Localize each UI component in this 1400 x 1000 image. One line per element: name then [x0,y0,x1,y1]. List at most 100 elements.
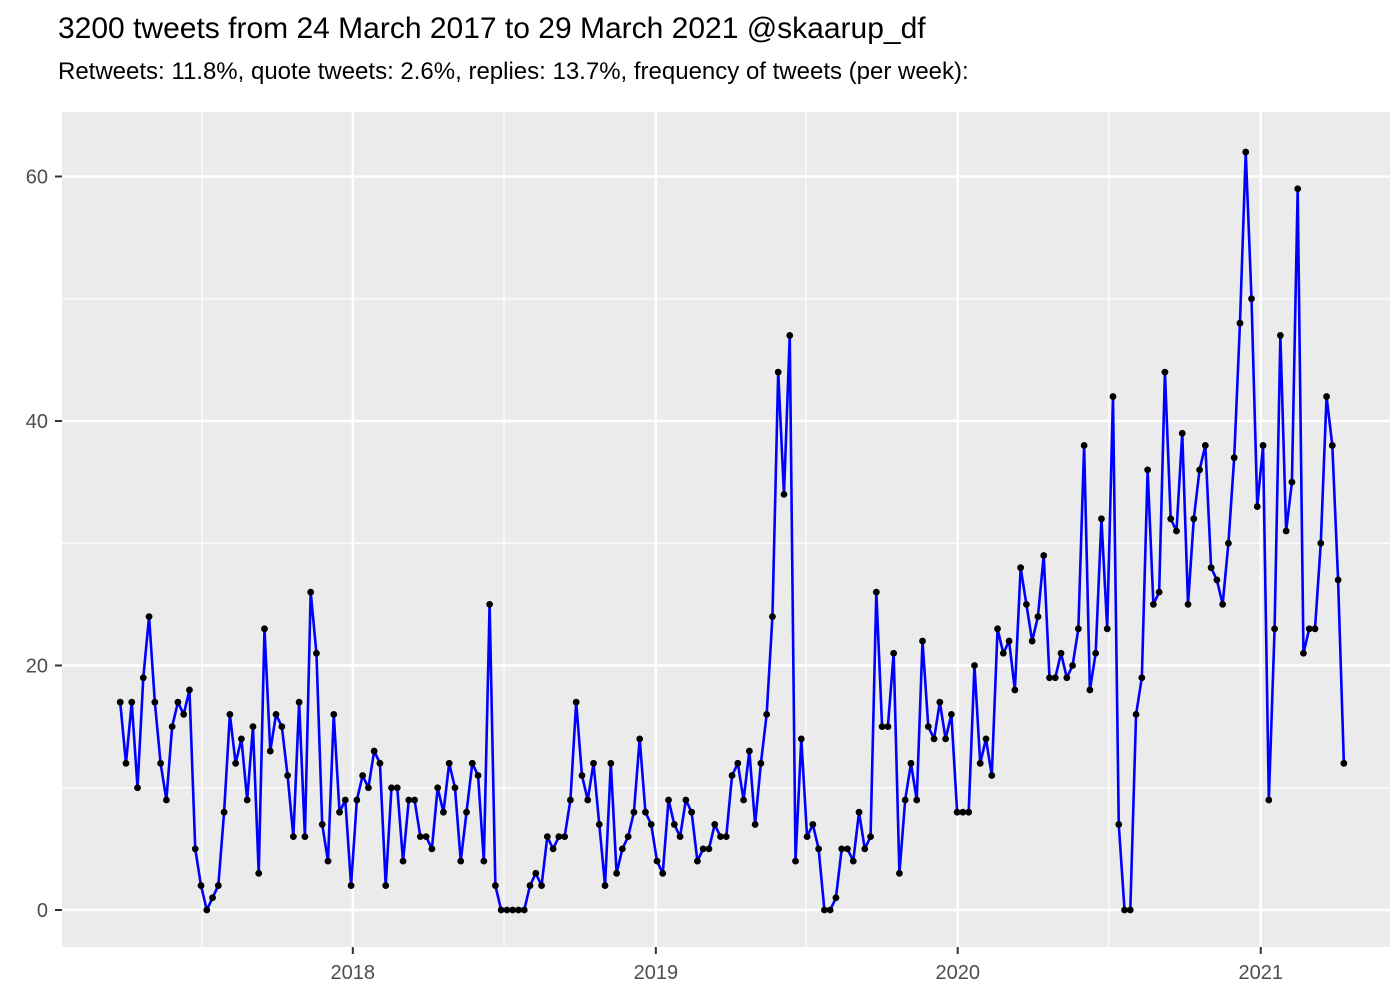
data-point [815,845,823,853]
data-point [451,784,459,792]
data-point [261,625,268,633]
data-point [636,735,644,743]
data-point [1178,429,1186,437]
data-point [272,711,280,718]
data-point [1138,674,1146,682]
data-point [1121,906,1128,914]
data-point [232,759,240,767]
data-point [982,735,990,743]
data-point [266,747,274,755]
data-point [797,735,805,743]
data-point [1225,539,1232,547]
data-point [1207,564,1215,572]
data-point [1259,442,1267,449]
data-point [642,808,649,816]
data-point [740,796,747,804]
data-point [1300,649,1307,657]
data-point [307,588,315,596]
data-point [1069,662,1076,669]
data-point [122,759,130,767]
data-point [249,723,257,731]
data-point [440,808,447,816]
data-point [682,796,690,804]
data-point [1196,466,1203,474]
data-point [1011,686,1019,694]
data-point [520,906,528,914]
data-point [203,906,211,914]
data-point [1323,393,1330,400]
data-point [197,882,205,889]
data-point [255,869,263,877]
data-point [347,882,355,889]
data-point [295,698,303,706]
data-point [780,490,788,498]
data-point [1057,649,1065,657]
data-point [1271,625,1278,633]
y-axis-tick-label: 40 [26,411,48,433]
data-point [393,784,401,792]
data-point [878,723,886,731]
data-point [1092,649,1100,657]
data-point [480,857,488,865]
y-axis-tick-label: 20 [26,656,48,678]
data-point [174,698,182,706]
data-point [792,857,799,865]
data-point [867,833,874,841]
data-point [896,869,903,877]
data-point [301,833,309,841]
data-point [468,759,476,767]
data-point [890,649,898,657]
data-point [809,821,817,828]
data-point [590,759,597,767]
data-point [428,845,436,853]
data-point [538,882,545,889]
data-point [694,857,701,865]
data-point [457,857,465,865]
data-point [1248,295,1255,303]
data-point [907,759,915,767]
data-point [336,808,343,816]
data-point [1144,466,1152,474]
y-axis-tick-label: 0 [37,900,48,922]
data-point [168,723,176,731]
data-point [324,857,332,865]
data-point [1028,637,1036,645]
data-point [734,759,742,767]
data-point [1005,637,1013,645]
data-point [1046,674,1053,682]
data-point [434,784,442,792]
data-point [901,796,909,804]
data-point [676,833,684,841]
data-point [180,711,188,718]
data-point [515,906,522,914]
data-point [1201,442,1209,449]
data-point [1040,552,1048,559]
data-point [214,882,222,889]
data-point [1063,674,1071,682]
data-point [341,796,349,804]
data-point [313,649,320,657]
data-point [376,759,384,767]
data-point [942,735,949,743]
data-point [624,833,632,841]
data-point [722,833,730,841]
data-point [1230,454,1238,462]
data-point [763,711,771,718]
data-point [647,821,655,828]
data-point [1173,527,1180,535]
data-point [913,796,921,804]
data-point [1109,393,1117,400]
x-axis-tick-label: 2019 [634,962,679,984]
data-point [1103,625,1111,633]
data-point [359,772,367,779]
data-point [526,882,534,889]
data-point [399,857,407,865]
data-point [503,906,511,914]
data-point [774,368,782,376]
data-point [226,711,234,718]
data-point [411,796,418,804]
data-point [445,759,453,767]
data-point [416,833,424,841]
data-point [1098,515,1105,523]
